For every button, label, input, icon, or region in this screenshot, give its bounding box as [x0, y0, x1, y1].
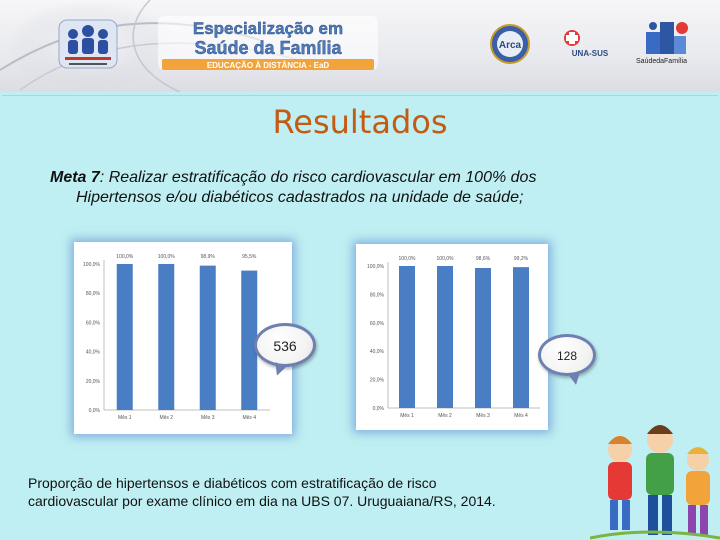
y-tick-label: 0,0%: [89, 408, 101, 414]
x-tick-label: Mês 1: [118, 415, 132, 421]
x-tick-label: Mês 2: [438, 413, 452, 419]
x-tick-label: Mês 1: [400, 413, 414, 419]
saude-da-familia-logo: [646, 22, 688, 54]
data-label: 99,2%: [514, 256, 529, 262]
data-label: 100,0%: [158, 254, 176, 260]
svg-text:Saúde da Família: Saúde da Família: [194, 38, 342, 58]
callout-tail: [568, 372, 582, 386]
y-tick-label: 60,0%: [86, 320, 101, 326]
y-tick-label: 20,0%: [370, 378, 385, 384]
chart-caption-line1: Proporção de hipertensos e diabéticos co…: [28, 475, 437, 491]
x-tick-label: Mês 2: [159, 415, 173, 421]
bar: [241, 270, 258, 410]
data-label: 100,0%: [437, 256, 455, 262]
slide-title: Resultados: [272, 103, 448, 141]
bar: [158, 264, 175, 410]
y-tick-label: 0,0%: [373, 406, 385, 412]
chart-caption-line2: cardiovascular por exame clínico em dia …: [28, 493, 496, 509]
y-tick-label: 80,0%: [86, 291, 101, 297]
bar: [399, 266, 415, 408]
count-callout-right: 128: [538, 334, 596, 386]
header-banner: Especialização em Saúde da Família EDUCA…: [0, 0, 720, 92]
y-tick-label: 100,0%: [367, 264, 385, 270]
x-tick-label: Mês 4: [514, 413, 528, 419]
course-banner-title: Especialização em Saúde da Família EDUCA…: [158, 16, 378, 70]
y-tick-label: 40,0%: [86, 350, 101, 356]
svg-text:UNA-SUS: UNA-SUS: [572, 49, 609, 58]
y-tick-label: 40,0%: [370, 349, 385, 355]
x-tick-label: Mês 4: [242, 415, 256, 421]
bar-chart-2: 0,0% 20,0% 40,0% 60,0% 80,0% 100,0% 100,0% Mês …: [367, 256, 540, 419]
bar-chart-panel-1: 0,0% 20,0% 40,0% 60,0% 80,0% 100,0% 100,0% Mês …: [74, 242, 292, 434]
x-tick-label: Mês 3: [476, 413, 490, 419]
bar-chart-1: 0,0% 20,0% 40,0% 60,0% 80,0% 100,0% 100,0% Mês …: [83, 254, 270, 421]
y-tick-label: 80,0%: [370, 292, 385, 298]
svg-text:EDUCAÇÃO À DISTÂNCIA - EaD: EDUCAÇÃO À DISTÂNCIA - EaD: [207, 61, 330, 70]
bar: [116, 264, 133, 410]
children-illustration: [590, 425, 720, 540]
y-tick-label: 20,0%: [86, 379, 101, 385]
saude-da-familia-caption: SaúdedaFamília: [636, 58, 687, 65]
unasus-logo: UNA-SUS: [564, 30, 609, 58]
data-label: 100,0%: [399, 256, 417, 262]
data-label: 95,5%: [242, 254, 257, 260]
bar: [513, 267, 529, 408]
svg-text:Especialização em: Especialização em: [193, 19, 343, 38]
arca-seal-logo: Arca: [490, 24, 530, 64]
count-callout-right-value: 128: [556, 349, 578, 363]
data-label: 100,0%: [116, 254, 134, 260]
goal-label: Meta 7: [50, 169, 100, 186]
bar: [199, 265, 216, 410]
y-tick-label: 60,0%: [370, 321, 385, 327]
count-callout-left-value: 536: [273, 338, 297, 354]
chart-caption: Proporção de hipertensos e diabéticos co…: [28, 474, 588, 510]
svg-text:Arca: Arca: [499, 40, 522, 51]
bar: [475, 267, 491, 408]
x-tick-label: Mês 3: [201, 415, 215, 421]
y-tick-label: 100,0%: [83, 262, 101, 268]
goal-text-line2: Hipertensos e/ou diabéticos cadastrados …: [76, 189, 524, 206]
data-label: 98,6%: [476, 256, 491, 262]
goal-text-line1: : Realizar estratificação do risco cardi…: [99, 169, 537, 186]
bar: [437, 266, 453, 408]
count-callout-left: 536: [254, 323, 316, 378]
bar-chart-panel-2: 0,0% 20,0% 40,0% 60,0% 80,0% 100,0% 100,0% Mês …: [356, 244, 548, 430]
data-label: 98,9%: [201, 254, 216, 260]
family-health-logo: [58, 19, 118, 69]
goal-statement: Meta 7: Realizar estratificação do risco…: [50, 168, 672, 208]
